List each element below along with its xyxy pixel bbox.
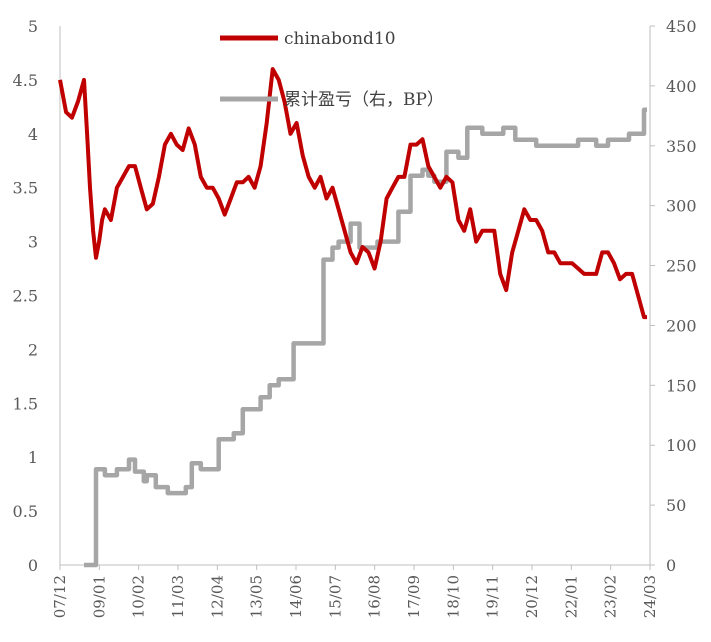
x-tick-label: 12/04 xyxy=(208,575,226,618)
right-tick-label: 450 xyxy=(666,17,697,36)
x-tick-label: 20/12 xyxy=(523,575,541,618)
right-tick-label: 0 xyxy=(666,556,676,575)
x-tick-label: 17/09 xyxy=(405,575,423,618)
left-tick-label: 0 xyxy=(28,556,38,575)
left-tick-label: 1 xyxy=(28,448,38,467)
x-tick-label: 22/01 xyxy=(562,575,580,618)
right-tick-label: 350 xyxy=(666,137,697,156)
legend: chinabond10 累计盈亏（右，BP） xyxy=(220,29,444,110)
x-tick-label: 07/12 xyxy=(51,575,69,618)
right-tick-label: 150 xyxy=(666,376,697,395)
x-tick-label: 23/02 xyxy=(602,575,620,618)
x-axis-ticks: 07/12 09/01 10/02 11/03 12/04 13/05 14/06 15/07… xyxy=(51,565,659,618)
legend-entry-chinabond10-label: chinabond10 xyxy=(284,29,396,49)
right-tick-label: 200 xyxy=(666,316,697,335)
x-tick-label: 14/06 xyxy=(287,575,305,618)
right-axis-ticks: 0 50 100 150 200 250 300 350 400 450 xyxy=(650,17,697,575)
left-tick-label: 2.5 xyxy=(13,287,38,306)
right-tick-label: 50 xyxy=(666,496,686,515)
right-tick-label: 250 xyxy=(666,257,697,276)
left-tick-label: 3 xyxy=(28,233,38,252)
x-tick-label: 18/10 xyxy=(444,575,462,618)
left-tick-label: 3.5 xyxy=(13,179,38,198)
left-axis-ticks: 0 0.5 1 1.5 2 2.5 3 3.5 4 4.5 5 xyxy=(13,17,38,575)
x-tick-label: 11/03 xyxy=(169,575,187,618)
x-tick-label: 13/05 xyxy=(248,575,266,618)
series-line-cumulative-pnl xyxy=(84,107,647,568)
x-tick-label: 09/01 xyxy=(90,575,108,618)
series-line-chinabond10 xyxy=(58,67,647,320)
legend-entry-cumulative-pnl-label: 累计盈亏（右，BP） xyxy=(284,90,444,110)
right-tick-label: 100 xyxy=(666,436,697,455)
right-tick-label: 300 xyxy=(666,197,697,216)
left-tick-label: 1.5 xyxy=(13,394,38,413)
left-tick-label: 4 xyxy=(28,125,38,144)
series-layer xyxy=(58,67,647,568)
left-tick-label: 2 xyxy=(28,340,38,359)
x-tick-label: 10/02 xyxy=(130,575,148,618)
left-tick-label: 4.5 xyxy=(13,71,38,90)
x-tick-label: 16/08 xyxy=(366,575,384,618)
right-tick-label: 400 xyxy=(666,77,697,96)
x-tick-label: 15/07 xyxy=(326,575,344,618)
x-tick-label: 24/03 xyxy=(641,575,659,618)
left-tick-label: 0.5 xyxy=(13,502,38,521)
x-tick-label: 19/11 xyxy=(484,575,502,618)
left-tick-label: 5 xyxy=(28,17,38,36)
axes xyxy=(59,26,651,566)
